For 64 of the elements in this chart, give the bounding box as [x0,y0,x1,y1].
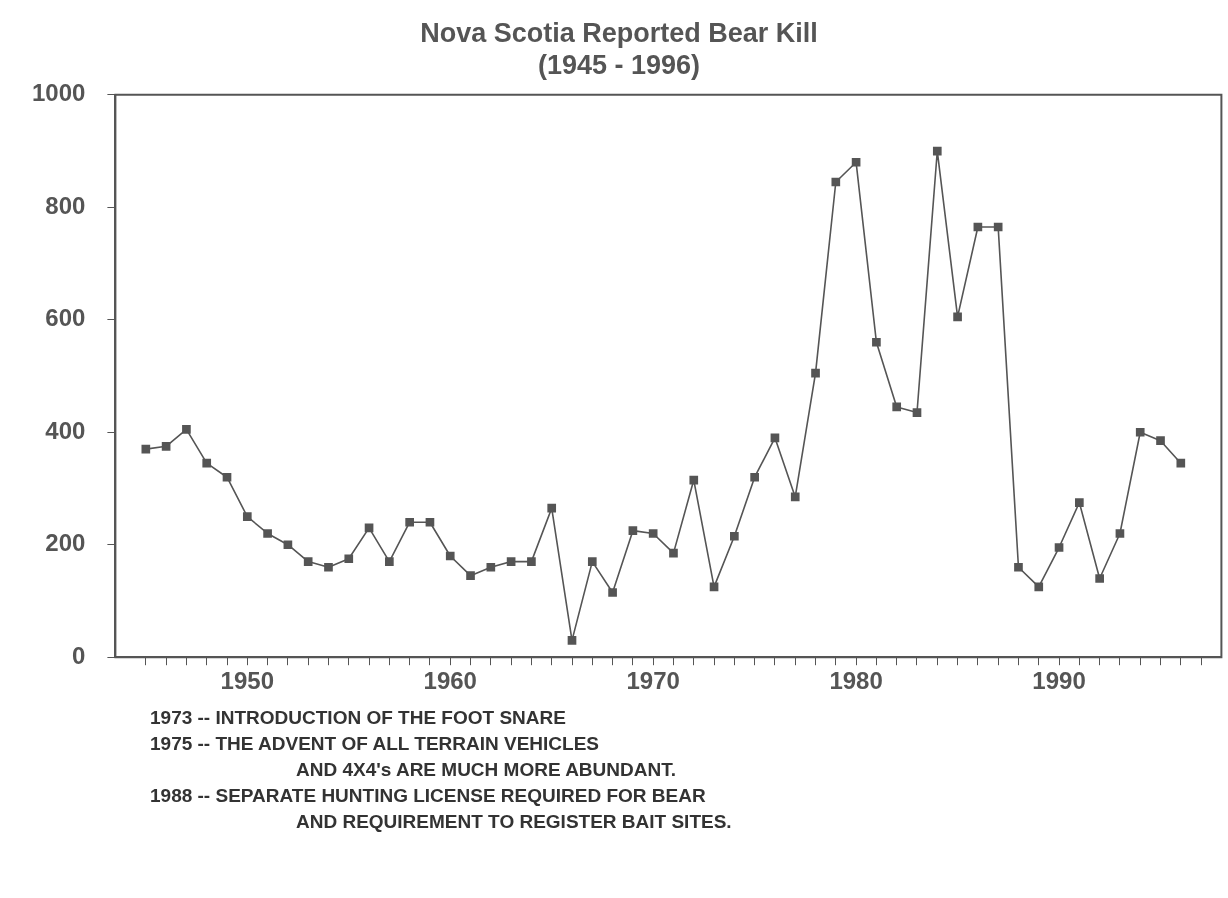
point [790,492,800,502]
point [202,458,212,468]
point [385,557,394,566]
point [587,557,597,566]
point [993,222,1003,232]
chart-subtitle: (1945 - 1996) [537,50,701,81]
point [1156,436,1165,446]
point [953,312,962,322]
x-tick-label: 1980 [829,667,883,695]
y-tick-label: 800 [45,191,86,219]
point [608,588,617,597]
text: 1988 -- SEPARATE HUNTING LICENSE REQUIRED FOR BEAR AND REQUIREMENT TO REGISTER BAIT SITES. [150,784,732,834]
point [303,557,313,566]
point [912,408,922,417]
point [222,472,232,482]
point [1014,562,1023,572]
point [466,571,475,580]
point [527,557,536,566]
point [1176,458,1186,468]
point [628,526,638,535]
point [405,517,414,527]
point [324,562,333,572]
y-tick-label: 1000 [32,79,86,107]
point [182,425,191,434]
point [831,177,841,187]
point [445,551,455,561]
point [486,562,496,572]
x-tick-label: 1990 [1032,667,1086,695]
point [425,517,435,527]
point [892,402,902,412]
x-tick-label: 1960 [423,667,477,695]
point [1034,582,1044,592]
x-tick-label: 1970 [626,667,680,695]
y-tick-label: 400 [45,416,86,444]
text: 1975 -- THE ADVENT OF ALL TERRAIN VEHICLES AND 4X4's ARE MUCH MORE ABUNDANT. [150,732,677,782]
point [283,540,293,550]
point [567,635,577,645]
point [141,444,151,454]
point [263,529,272,538]
y-tick-label: 600 [45,304,86,332]
point [648,529,658,538]
point [1115,529,1125,538]
point [161,441,171,451]
point [547,503,557,513]
point [1054,543,1064,552]
point [242,512,252,521]
point [344,554,354,564]
point [851,157,861,167]
point [669,548,678,558]
y-tick-label: 0 [72,641,86,669]
point [506,557,516,566]
x-tick-label: 1950 [220,667,274,695]
point [689,475,699,485]
y-tick-label: 200 [45,529,86,557]
point [811,368,820,378]
point [1135,427,1145,437]
point [872,337,881,347]
point [932,146,942,156]
text: 1973 -- INTRODUCTION OF THE FOOT SNARE [150,706,567,730]
point [1075,498,1084,507]
point [750,472,759,482]
point [1095,574,1104,583]
point [730,531,739,541]
chart-title: Nova Scotia Reported Bear Kill [420,17,818,48]
